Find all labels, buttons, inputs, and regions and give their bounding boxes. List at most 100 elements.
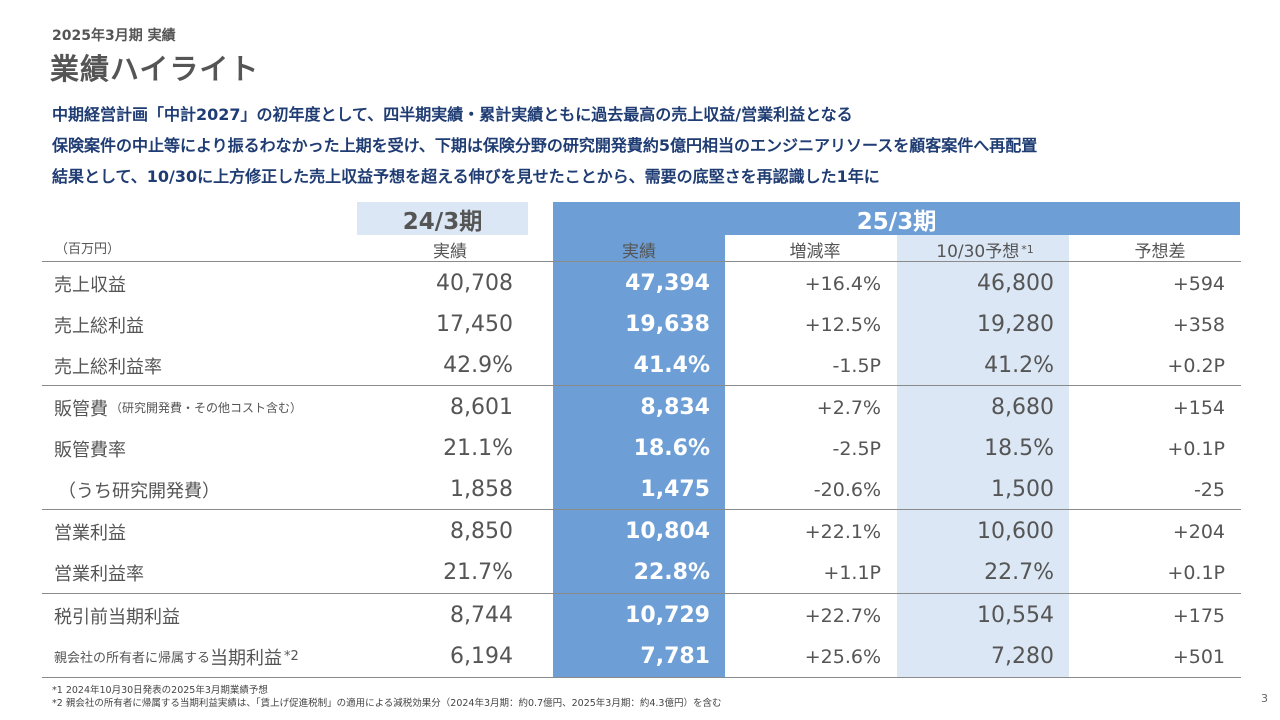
diff-value: -25 — [1193, 478, 1225, 501]
table-row: 営業利益 8,850 10,804 +22.1% 10,600 +204 — [0, 511, 1280, 552]
prev-actual-value: 6,194 — [450, 644, 513, 669]
actual-column-header: 実績 — [622, 241, 656, 262]
table-row: 販管費率 21.1% 18.6% -2.5P 18.5% +0.1P — [0, 428, 1280, 469]
row-label: 販管費率 — [54, 439, 126, 461]
forecast-footnote-mark: *1 — [1021, 242, 1034, 256]
change-column-header: 増減率 — [789, 241, 841, 262]
row-label-text: 当期利益 — [210, 647, 283, 669]
diff-column-header: 予想差 — [1134, 241, 1186, 262]
change-value: +16.4% — [804, 272, 881, 295]
forecast-value: 1,500 — [991, 477, 1054, 502]
table-row: 売上収益 40,708 47,394 +16.4% 46,800 +594 — [0, 263, 1280, 304]
diff-value: +358 — [1172, 313, 1225, 336]
page-title: 業績ハイライト — [50, 52, 260, 86]
actual-value: 22.8% — [633, 560, 710, 585]
forecast-value: 8,680 — [991, 395, 1054, 420]
row-label-note: （研究開発費・その他コスト含む） — [110, 401, 303, 415]
prev-actual-value: 17,450 — [436, 312, 513, 337]
diff-value: +501 — [1172, 645, 1225, 668]
actual-column-shade — [553, 235, 725, 677]
row-label: 売上総利益 — [54, 315, 144, 337]
forecast-value: 41.2% — [984, 353, 1054, 378]
actual-value: 41.4% — [633, 353, 710, 378]
prev-actual-value: 42.9% — [443, 353, 513, 378]
prev-actual-value: 21.7% — [443, 560, 513, 585]
diff-value: +0.2P — [1167, 354, 1225, 377]
row-label-text: 販管費 — [54, 398, 108, 420]
table-rule — [42, 261, 1241, 262]
forecast-column-shade — [897, 235, 1069, 677]
unit-label: （百万円） — [55, 242, 121, 257]
forecast-value: 7,280 — [991, 644, 1054, 669]
prev-actual-value: 8,850 — [450, 519, 513, 544]
prev-actual-value: 8,601 — [450, 395, 513, 420]
actual-value: 10,729 — [625, 603, 710, 628]
table-row: 販管費 （研究開発費・その他コスト含む） 8,601 8,834 +2.7% 8,… — [0, 387, 1280, 428]
change-value: -1.5P — [832, 354, 881, 377]
row-label: 税引前当期利益 — [54, 606, 180, 628]
footnote-1: *1 2024年10月30日発表の2025年3月期業績予想 — [52, 685, 268, 696]
row-footnote-mark: *2 — [284, 649, 299, 664]
page-number: 3 — [1261, 692, 1268, 705]
prev-actual-value: 21.1% — [443, 436, 513, 461]
table-row: （うち研究開発費） 1,858 1,475 -20.6% 1,500 -25 — [0, 469, 1280, 510]
change-value: +25.6% — [804, 645, 881, 668]
forecast-header-label: 10/30予想 — [936, 241, 1020, 262]
change-value: -20.6% — [813, 478, 881, 501]
actual-value: 7,781 — [640, 644, 710, 669]
footnotes: *1 2024年10月30日発表の2025年3月期業績予想 *2 親会社の所有者… — [52, 684, 721, 710]
diff-value: +175 — [1172, 604, 1225, 627]
prev-period-header: 24/3期 — [357, 202, 528, 235]
prev-actual-value: 1,858 — [450, 477, 513, 502]
forecast-value: 19,280 — [977, 312, 1054, 337]
prev-actual-value: 8,744 — [450, 603, 513, 628]
row-label: （うち研究開発費） — [58, 480, 220, 502]
actual-value: 19,638 — [625, 312, 710, 337]
change-value: -2.5P — [832, 437, 881, 460]
actual-value: 1,475 — [640, 477, 710, 502]
row-label: 営業利益 — [54, 522, 126, 544]
prev-actual-column-header: 実績 — [433, 241, 467, 262]
row-label: 売上収益 — [54, 274, 126, 296]
diff-value: +204 — [1172, 520, 1225, 543]
summary-line-3: 結果として、10/30に上方修正した売上収益予想を超える伸びを見せたことから、需… — [52, 167, 880, 186]
row-label: 売上総利益率 — [54, 356, 162, 378]
row-label-prefix: 親会社の所有者に帰属する — [54, 651, 211, 666]
table-rule — [42, 509, 1241, 510]
forecast-value: 10,554 — [977, 603, 1054, 628]
actual-value: 8,834 — [640, 395, 710, 420]
row-label: 営業利益率 — [54, 563, 144, 585]
summary-line-1: 中期経営計画「中計2027」の初年度として、四半期実績・累計実績ともに過去最高の… — [52, 105, 853, 124]
row-label: 販管費 （研究開発費・その他コスト含む） — [54, 387, 302, 428]
current-period-header: 25/3期 — [553, 202, 1240, 235]
table-rule — [42, 593, 1241, 594]
forecast-value: 10,600 — [977, 519, 1054, 544]
table-rule — [42, 677, 1241, 678]
table-row: 売上総利益率 42.9% 41.4% -1.5P 41.2% +0.2P — [0, 345, 1280, 386]
table-row: 親会社の所有者に帰属する 当期利益 *2 6,194 7,781 +25.6% 7,… — [0, 636, 1280, 677]
prev-actual-value: 40,708 — [436, 271, 513, 296]
table-row: 営業利益率 21.7% 22.8% +1.1P 22.7% +0.1P — [0, 552, 1280, 593]
change-value: +2.7% — [816, 396, 881, 419]
actual-value: 18.6% — [633, 436, 710, 461]
diff-value: +154 — [1172, 396, 1225, 419]
diff-value: +594 — [1172, 272, 1225, 295]
table-row: 税引前当期利益 8,744 10,729 +22.7% 10,554 +175 — [0, 595, 1280, 636]
table-row: 売上総利益 17,450 19,638 +12.5% 19,280 +358 — [0, 304, 1280, 345]
actual-value: 10,804 — [625, 519, 710, 544]
forecast-value: 46,800 — [977, 271, 1054, 296]
summary-line-2: 保険案件の中止等により振るわなかった上期を受け、下期は保険分野の研究開発費約5億… — [52, 136, 1038, 155]
forecast-value: 22.7% — [984, 560, 1054, 585]
row-label: 親会社の所有者に帰属する 当期利益 *2 — [54, 636, 299, 677]
diff-value: +0.1P — [1167, 437, 1225, 460]
forecast-column-header: 10/30予想 *1 — [920, 236, 1050, 262]
table-rule — [42, 385, 1241, 386]
change-value: +1.1P — [823, 561, 881, 584]
forecast-value: 18.5% — [984, 436, 1054, 461]
diff-value: +0.1P — [1167, 561, 1225, 584]
summary-block: 中期経営計画「中計2027」の初年度として、四半期実績・累計実績ともに過去最高の… — [52, 99, 1252, 192]
footnote-2: *2 親会社の所有者に帰属する当期利益実績は、「賃上げ促進税制」の適用による減税… — [52, 698, 722, 709]
actual-value: 47,394 — [625, 271, 710, 296]
period-label: 2025年3月期 実績 — [52, 28, 176, 44]
change-value: +22.7% — [804, 604, 881, 627]
